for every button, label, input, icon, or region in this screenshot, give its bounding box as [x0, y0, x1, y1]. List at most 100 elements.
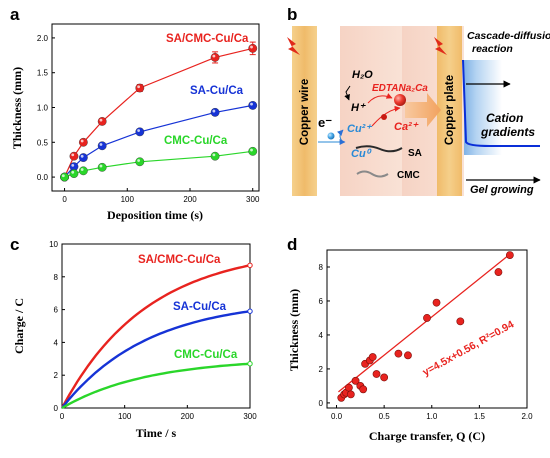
panel-label-d: d: [287, 235, 297, 254]
sa-chain-icon: [355, 145, 403, 153]
chart-a: Deposition time (s) Thickness (mm) SA/CM…: [10, 23, 260, 222]
x-tick-label: 200: [183, 195, 197, 204]
lightning-icon: [287, 37, 300, 55]
y-tick-label: 4: [54, 338, 59, 347]
legend-c-cmc: CMC-Cu/Ca: [174, 349, 238, 361]
data-point: [210, 53, 220, 62]
data-point: [505, 251, 514, 259]
data-point: [345, 383, 353, 392]
y-tick-label: 1.5: [37, 69, 49, 78]
data-point: [69, 151, 79, 161]
cu0-label: Cu⁰: [351, 148, 373, 160]
yaxis-label-d: Thickness (mm): [287, 289, 301, 371]
panel-label-b: b: [287, 5, 297, 24]
yaxis-label-a: Thickness (mm): [10, 67, 24, 149]
data-point: [404, 351, 412, 360]
y-tick-label: 6: [319, 297, 324, 306]
data-point: [210, 107, 220, 117]
gel-cloud: [462, 60, 502, 155]
xaxis-label-a: Deposition time (s): [107, 208, 203, 222]
data-point-highlight: [212, 153, 216, 157]
data-point: [135, 83, 145, 93]
data-point: [351, 376, 360, 385]
data-point-highlight: [99, 143, 103, 146]
legend-a-cmc: CMC-Cu/Ca: [164, 135, 228, 147]
data-point: [394, 349, 403, 358]
data-point: [78, 137, 88, 147]
data-point-highlight: [71, 163, 75, 167]
y-tick-label: 4: [319, 331, 324, 340]
data-point: [423, 314, 431, 322]
data-point: [248, 101, 258, 110]
data-point: [432, 298, 441, 307]
data-point: [456, 317, 465, 326]
panel-label-a: a: [10, 5, 20, 24]
y-tick-label: 2.0: [37, 34, 49, 43]
arrow-icon: [367, 93, 393, 104]
ca2plus-label: Ca²⁺: [394, 121, 419, 133]
series-line: [61, 362, 251, 410]
x-tick-label: 0.5: [379, 412, 391, 421]
y-tick-label: 1.0: [37, 104, 49, 113]
gradient-curve: [462, 59, 540, 147]
legend-c-sa-cmc: SA/CMC-Cu/Ca: [138, 254, 221, 266]
legend-a-sa: SA-Cu/Ca: [190, 85, 244, 97]
cascade-label-1: Cascade-diffusion: [467, 30, 550, 42]
electron-icon: [327, 132, 335, 140]
data-point: [135, 127, 145, 137]
data-point: [248, 43, 258, 53]
data-point-highlight: [99, 164, 103, 168]
chart-d: Charge transfer, Q (C) Thickness (mm) y=…: [287, 249, 533, 443]
data-point-highlight: [71, 153, 75, 157]
chart-c: Time / s Charge / C SA/CMC-Cu/Ca SA-Cu/C…: [12, 240, 257, 440]
data-point: [380, 373, 389, 382]
y-tick-label: 2: [319, 365, 324, 374]
data-point: [494, 268, 503, 276]
copper-plate-bar: [437, 26, 462, 196]
gel-growing-label: Gel growing: [470, 184, 534, 196]
data-point-highlight: [71, 170, 75, 174]
series-line: [60, 264, 251, 409]
y-tick-label: 0: [319, 399, 324, 408]
plot-frame-d: [326, 249, 528, 409]
y-tick-label: 6: [54, 306, 59, 315]
x-tick-label: 0: [60, 412, 65, 421]
xaxis-label-d: Charge transfer, Q (C): [369, 429, 485, 443]
fit-equation-label: y=4.5x+0.56, R²=0.94: [421, 318, 517, 378]
copper-wire-label: Copper wire: [299, 79, 311, 145]
data-point-highlight: [80, 154, 84, 158]
h2o-label: H₂O: [352, 69, 373, 81]
arrow-icon: [371, 105, 401, 127]
cu2plus-label: Cu²⁺: [347, 123, 372, 135]
fit-line: [338, 252, 512, 393]
data-point-highlight: [137, 129, 141, 132]
data-point: [97, 162, 107, 172]
y-tick-label: 8: [54, 273, 59, 282]
lightning-icon: [434, 37, 447, 55]
data-point-highlight: [80, 139, 84, 143]
x-tick-label: 100: [121, 195, 135, 204]
data-point-highlight: [250, 102, 253, 106]
data-point-highlight: [212, 54, 216, 58]
x-tick-label: 1.0: [426, 412, 438, 421]
legend-a-sa-cmc: SA/CMC-Cu/Ca: [166, 33, 249, 45]
legend-c-sa: SA-Cu/Ca: [173, 301, 227, 313]
data-point-highlight: [212, 109, 216, 113]
xaxis-label-c: Time / s: [136, 426, 177, 440]
e-minus-label: e⁻: [318, 115, 332, 130]
series-line: [64, 150, 253, 178]
data-point-highlight: [250, 148, 253, 152]
data-point-highlight: [99, 118, 103, 122]
panel-label-c: c: [10, 235, 19, 254]
x-tick-label: 200: [181, 412, 195, 421]
data-point: [346, 390, 355, 399]
data-point: [78, 166, 88, 176]
endpoint-marker: [247, 262, 253, 269]
data-point: [60, 172, 69, 182]
h-plus-label: H⁺: [351, 102, 366, 114]
data-point-highlight: [80, 168, 84, 171]
x-tick-label: 300: [246, 195, 260, 204]
edta-label: EDTANa₂Ca: [372, 83, 428, 94]
diffusion-arrow-icon: [405, 93, 441, 127]
cmc-label: CMC: [397, 170, 420, 181]
